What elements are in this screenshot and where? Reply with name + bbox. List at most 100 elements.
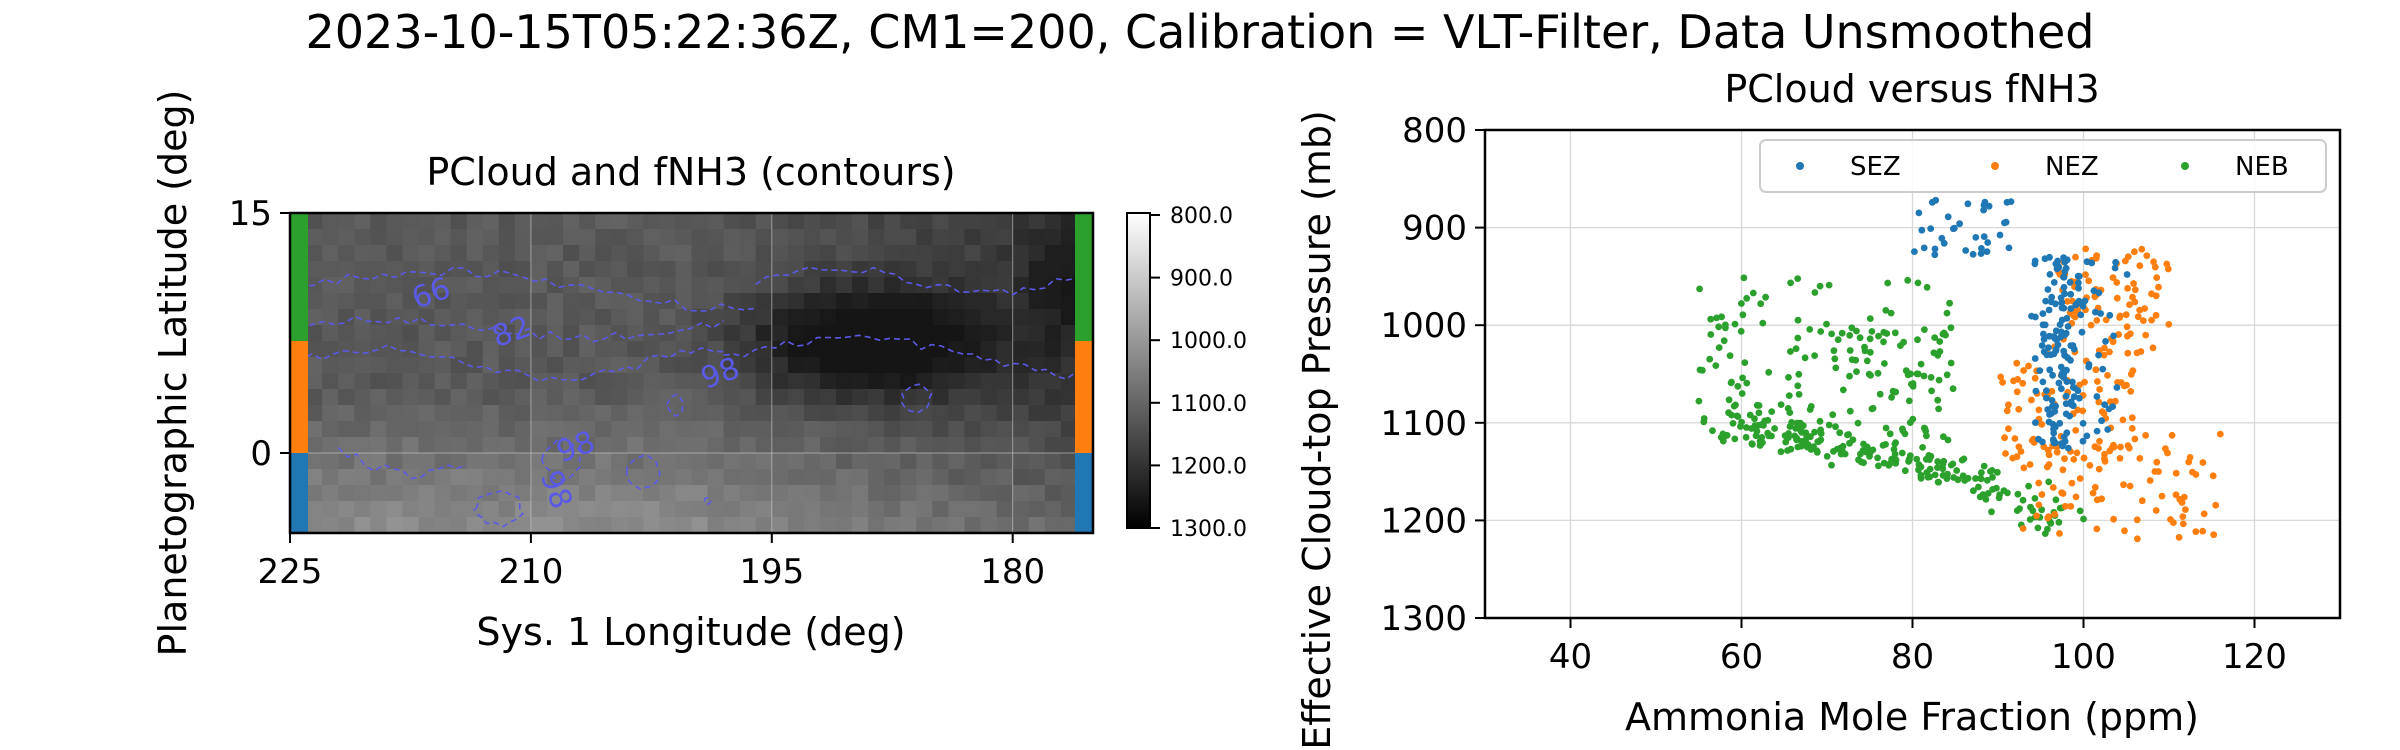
scatter-point xyxy=(2019,379,2027,387)
heatmap-cell xyxy=(964,485,982,502)
heatmap-cell xyxy=(402,437,420,454)
heatmap-cell xyxy=(386,325,404,342)
scatter-point xyxy=(2151,468,2159,475)
heatmap-cell xyxy=(306,261,323,278)
band-strip xyxy=(1075,341,1093,453)
heatmap-cell xyxy=(322,485,339,502)
scatter-point xyxy=(2110,441,2117,449)
heatmap-cell xyxy=(884,309,901,326)
heatmap-cell xyxy=(980,453,998,470)
heatmap-cell xyxy=(739,357,757,374)
heatmap-cell xyxy=(852,421,869,438)
legend-frame xyxy=(1759,139,2327,193)
scatter-point xyxy=(1853,368,1860,375)
scatter-point xyxy=(1918,226,1926,234)
heatmap-cell xyxy=(1044,373,1062,390)
heatmap-cell xyxy=(338,437,355,454)
heatmap-cell xyxy=(530,437,548,454)
scatter-point xyxy=(1904,276,1912,284)
heatmap-cell xyxy=(498,453,516,470)
scatter-point xyxy=(1743,424,1750,431)
scatter-point xyxy=(1944,213,1952,221)
scatter-point xyxy=(2142,331,2150,339)
scatter-point xyxy=(1828,330,1835,338)
scatter-point xyxy=(1834,336,1842,344)
scatter-point xyxy=(1980,201,1988,209)
heatmap-cell xyxy=(434,373,452,390)
heatmap-cell xyxy=(964,437,982,454)
heatmap-cell xyxy=(434,453,452,470)
heatmap-cell xyxy=(916,341,933,358)
scatter-point xyxy=(2136,262,2144,270)
heatmap-cell xyxy=(595,245,612,262)
heatmap-cell xyxy=(595,261,612,278)
heatmap-cell xyxy=(1044,389,1062,406)
scatter-point xyxy=(1695,397,1703,405)
heatmap-cell xyxy=(354,469,371,486)
scatter-point xyxy=(1914,279,1922,287)
heatmap-cell xyxy=(530,293,548,310)
scatter-point xyxy=(2062,410,2070,418)
heatmap-cell xyxy=(1012,501,1030,518)
scatter-point xyxy=(2165,321,2173,328)
scatter-point xyxy=(2093,393,2101,400)
heatmap-cell xyxy=(466,485,484,502)
heatmap-cell xyxy=(916,405,933,422)
scatter-point xyxy=(1829,411,1837,419)
heatmap-cell xyxy=(884,453,901,470)
scatter-point xyxy=(2066,279,2074,286)
scatter-point xyxy=(1715,344,1723,351)
heatmap-cell xyxy=(1012,213,1030,230)
scatter-point xyxy=(2080,515,2087,523)
heatmap-cell xyxy=(546,405,564,422)
scatter-point xyxy=(2049,402,2057,410)
heatmap-cell xyxy=(884,357,901,374)
heatmap-cell xyxy=(755,389,773,406)
scatter-point xyxy=(1913,455,1921,463)
heatmap-cell xyxy=(852,341,869,358)
scatter-point xyxy=(2048,387,2056,395)
scatter-point xyxy=(2063,366,2070,374)
scatter-point xyxy=(1980,206,1987,214)
scatter-point xyxy=(1927,225,1935,233)
scatter-point xyxy=(2067,290,2075,298)
scatter-point xyxy=(1940,433,1947,441)
scatter-point xyxy=(1802,429,1810,437)
heatmap-cell xyxy=(386,357,404,374)
heatmap-cell xyxy=(322,389,339,406)
band-strip xyxy=(1075,213,1093,341)
scatter-point xyxy=(1921,326,1928,333)
heatmap-cell xyxy=(627,485,644,502)
heatmap-cell xyxy=(868,437,885,454)
heatmap-cell xyxy=(1028,517,1046,533)
heatmap-cell xyxy=(466,293,484,310)
scatter-point xyxy=(2109,274,2117,281)
scatter-point xyxy=(1759,319,1767,327)
heatmap-cell xyxy=(675,373,693,390)
heatmap-cell xyxy=(964,453,982,470)
colorbar-tick-label: 800.0 xyxy=(1170,204,1233,229)
scatter-point xyxy=(1914,370,1922,378)
scatter-point xyxy=(2061,331,2069,339)
heatmap-cell xyxy=(964,517,982,533)
heatmap-cell xyxy=(980,309,998,326)
heatmap-cell xyxy=(1012,309,1030,326)
heatmap-cell xyxy=(386,421,404,438)
scatter-point xyxy=(2054,262,2062,270)
heatmap-cell xyxy=(932,325,950,342)
heatmap-cell xyxy=(514,277,532,294)
scatter-point xyxy=(2128,425,2136,432)
scatter-point xyxy=(2105,405,2113,413)
heatmap-cell xyxy=(996,341,1014,358)
heatmap-cell xyxy=(916,421,933,438)
scatter-point xyxy=(1857,450,1864,458)
scatter-y-tick-label: 1100 xyxy=(1380,404,1467,444)
scatter-point xyxy=(2075,297,2083,305)
heatmap-cell xyxy=(723,357,741,374)
heatmap-cell xyxy=(675,229,693,246)
scatter-point xyxy=(1781,432,1789,439)
heatmap-cell xyxy=(306,437,323,454)
heatmap-cell xyxy=(354,501,371,518)
heatmap-cell xyxy=(322,437,339,454)
heatmap-cell xyxy=(916,245,933,262)
